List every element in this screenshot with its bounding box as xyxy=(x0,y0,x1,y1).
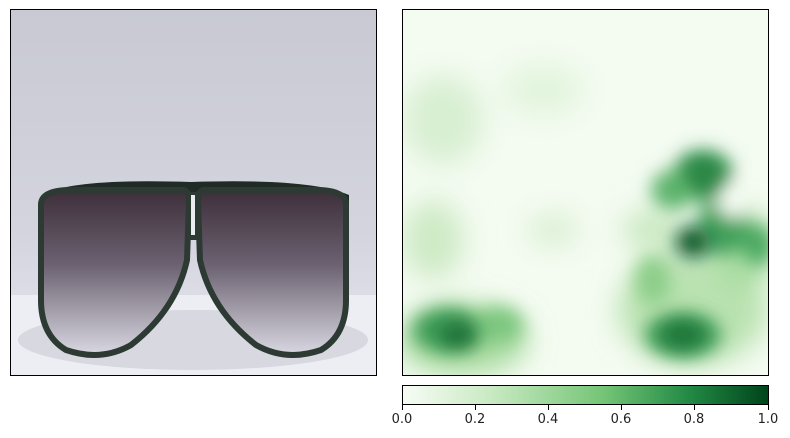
colorbar-tick-label: 0.4 xyxy=(537,412,559,427)
heatmap-panel xyxy=(402,9,769,376)
colorbar-tick xyxy=(402,405,403,410)
colorbar-tick xyxy=(548,405,549,410)
colorbar-tick xyxy=(768,405,769,410)
colorbar-tick-label: 0.6 xyxy=(610,412,632,427)
colorbar-tick-label: 0.0 xyxy=(391,412,413,427)
colorbar-tick xyxy=(475,405,476,410)
colorbar-tick xyxy=(694,405,695,410)
colorbar xyxy=(402,385,769,405)
saliency-heatmap xyxy=(403,10,768,375)
colorbar-tick-label: 0.8 xyxy=(683,412,705,427)
colorbar-tick-label: 1.0 xyxy=(757,412,779,427)
colorbar-tick xyxy=(621,405,622,410)
input-image-panel xyxy=(10,9,377,376)
colorbar-tick-label: 0.2 xyxy=(464,412,486,427)
sunglasses-image xyxy=(11,10,376,375)
